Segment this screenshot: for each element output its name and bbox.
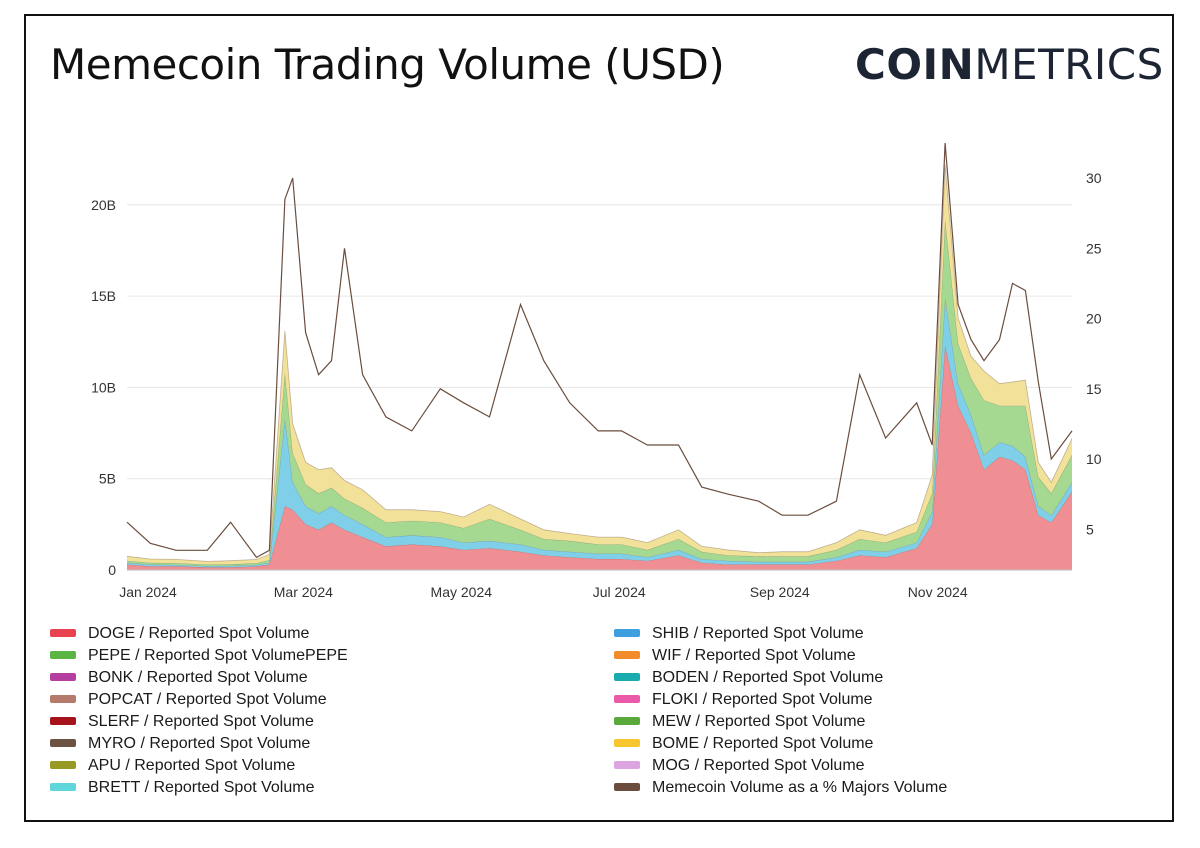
y-left-tick-label: 5B bbox=[99, 471, 116, 487]
legend-swatch bbox=[614, 716, 640, 725]
legend-label: BONK / Reported Spot Volume bbox=[88, 669, 308, 686]
legend-item[interactable]: BRETT / Reported Spot Volume bbox=[50, 777, 314, 799]
legend-label: MYRO / Reported Spot Volume bbox=[88, 735, 311, 752]
legend-swatch bbox=[614, 738, 640, 747]
x-tick-label: May 2024 bbox=[431, 584, 493, 600]
chart-title: Memecoin Trading Volume (USD) bbox=[50, 40, 725, 89]
y-right-tick-label: 30 bbox=[1086, 170, 1102, 186]
logo-text-metrics: METRICS bbox=[974, 40, 1164, 89]
legend-item[interactable]: PEPE / Reported Spot VolumePEPE bbox=[50, 645, 348, 667]
legend-label: Memecoin Volume as a % Majors Volume bbox=[652, 779, 948, 796]
legend-label: WIF / Reported Spot Volume bbox=[652, 647, 856, 664]
legend-swatch bbox=[50, 694, 76, 703]
legend-item[interactable]: BOME / Reported Spot Volume bbox=[614, 733, 873, 755]
legend-swatch bbox=[614, 782, 640, 791]
coinmetrics-logo: COINMETRICS bbox=[855, 40, 1164, 89]
y-left-tick-label: 0 bbox=[108, 562, 116, 578]
legend-swatch bbox=[50, 628, 76, 637]
legend-swatch bbox=[614, 650, 640, 659]
legend-label: BODEN / Reported Spot Volume bbox=[652, 669, 884, 686]
legend-label: BOME / Reported Spot Volume bbox=[652, 735, 874, 752]
legend-swatch bbox=[50, 716, 76, 725]
legend-swatch bbox=[614, 628, 640, 637]
legend-label: DOGE / Reported Spot Volume bbox=[88, 625, 310, 642]
legend-swatch bbox=[614, 694, 640, 703]
legend-item[interactable]: APU / Reported Spot Volume bbox=[50, 755, 295, 777]
legend-item[interactable]: WIF / Reported Spot Volume bbox=[614, 645, 856, 667]
area-series-2 bbox=[127, 219, 1072, 566]
legend-label: POPCAT / Reported Spot Volume bbox=[88, 691, 327, 708]
legend-item[interactable]: POPCAT / Reported Spot Volume bbox=[50, 689, 327, 711]
legend-item[interactable]: MYRO / Reported Spot Volume bbox=[50, 733, 310, 755]
x-tick-label: Sep 2024 bbox=[750, 584, 810, 600]
area-edge-3 bbox=[126, 164, 1073, 562]
y-left-tick-label: 20B bbox=[91, 197, 116, 213]
legend-label: BRETT / Reported Spot Volume bbox=[88, 779, 315, 796]
legend-item[interactable]: MOG / Reported Spot Volume bbox=[614, 755, 865, 777]
legend-item[interactable]: MEW / Reported Spot Volume bbox=[614, 711, 865, 733]
y-right-tick-label: 25 bbox=[1086, 240, 1102, 256]
legend-swatch bbox=[50, 650, 76, 659]
y-left-tick-label: 15B bbox=[91, 288, 116, 304]
legend-label: SHIB / Reported Spot Volume bbox=[652, 625, 864, 642]
legend-item[interactable]: DOGE / Reported Spot Volume bbox=[50, 623, 309, 645]
legend-swatch bbox=[50, 782, 76, 791]
legend-swatch bbox=[614, 672, 640, 681]
y-right-tick-label: 5 bbox=[1086, 521, 1094, 537]
legend-item[interactable]: BODEN / Reported Spot Volume bbox=[614, 667, 883, 689]
x-tick-label: Jul 2024 bbox=[593, 584, 646, 600]
legend-swatch bbox=[614, 760, 640, 769]
area-series-0 bbox=[127, 345, 1072, 570]
y-right-tick-label: 20 bbox=[1086, 311, 1102, 327]
legend-item[interactable]: FLOKI / Reported Spot Volume bbox=[614, 689, 873, 711]
legend-swatch bbox=[50, 760, 76, 769]
logo-text-coin: COIN bbox=[855, 40, 975, 89]
legend-label: SLERF / Reported Spot Volume bbox=[88, 713, 314, 730]
y-right-tick-label: 15 bbox=[1086, 381, 1102, 397]
legend-item[interactable]: SHIB / Reported Spot Volume bbox=[614, 623, 864, 645]
x-tick-label: Nov 2024 bbox=[908, 584, 968, 600]
legend-label: PEPE / Reported Spot VolumePEPE bbox=[88, 647, 348, 664]
legend-item[interactable]: SLERF / Reported Spot Volume bbox=[50, 711, 314, 733]
legend-swatch bbox=[50, 738, 76, 747]
legend-label: MEW / Reported Spot Volume bbox=[652, 713, 866, 730]
legend-item[interactable]: BONK / Reported Spot Volume bbox=[50, 667, 308, 689]
y-right-tick-label: 10 bbox=[1086, 451, 1102, 467]
x-tick-label: Mar 2024 bbox=[274, 584, 333, 600]
legend-swatch bbox=[50, 672, 76, 681]
legend-label: MOG / Reported Spot Volume bbox=[652, 757, 865, 774]
legend-item[interactable]: Memecoin Volume as a % Majors Volume bbox=[614, 777, 947, 799]
x-tick-label: Jan 2024 bbox=[119, 584, 177, 600]
y-left-tick-label: 10B bbox=[91, 379, 116, 395]
legend-label: FLOKI / Reported Spot Volume bbox=[652, 691, 873, 708]
area-series-1 bbox=[127, 297, 1072, 568]
line-series-majors-pct bbox=[126, 142, 1073, 559]
legend-label: APU / Reported Spot Volume bbox=[88, 757, 296, 774]
